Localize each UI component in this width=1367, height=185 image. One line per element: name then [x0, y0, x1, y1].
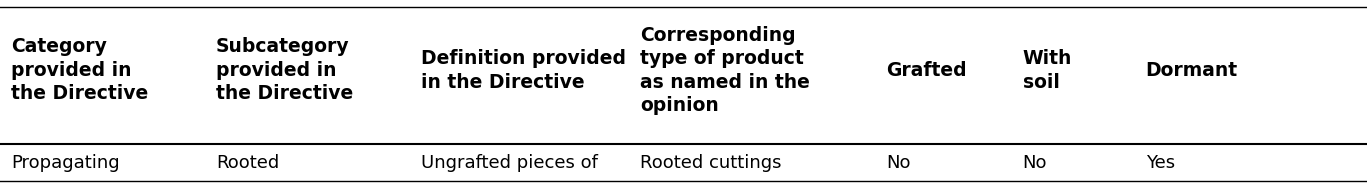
Text: With
soil: With soil [1023, 49, 1072, 92]
Text: No: No [886, 154, 910, 172]
Text: Definition provided
in the Directive: Definition provided in the Directive [421, 49, 626, 92]
Text: Rooted: Rooted [216, 154, 279, 172]
Text: No: No [1023, 154, 1047, 172]
Text: Subcategory
provided in
the Directive: Subcategory provided in the Directive [216, 37, 353, 103]
Text: Propagating: Propagating [11, 154, 119, 172]
Text: Rooted cuttings: Rooted cuttings [640, 154, 782, 172]
Text: Ungrafted pieces of: Ungrafted pieces of [421, 154, 597, 172]
Text: Yes: Yes [1146, 154, 1174, 172]
Text: Category
provided in
the Directive: Category provided in the Directive [11, 37, 148, 103]
Text: Dormant: Dormant [1146, 61, 1237, 80]
Text: Corresponding
type of product
as named in the
opinion: Corresponding type of product as named i… [640, 26, 809, 115]
Text: Grafted: Grafted [886, 61, 966, 80]
